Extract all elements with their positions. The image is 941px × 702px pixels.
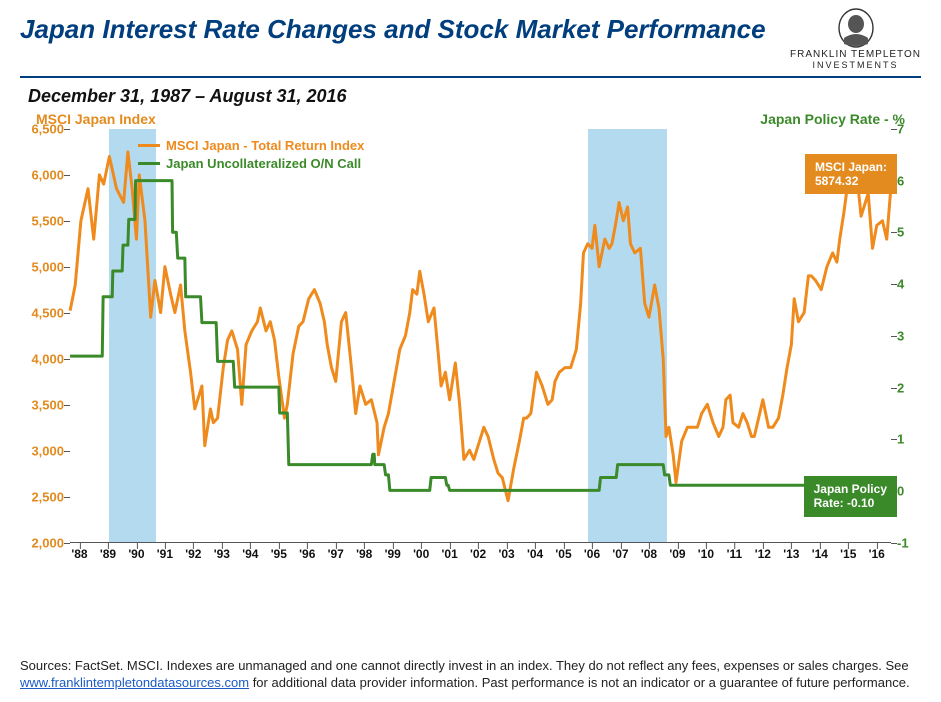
axis-titles: MSCI Japan Index Japan Policy Rate - % xyxy=(0,107,941,127)
left-tick-label: 3,000 xyxy=(20,443,64,458)
x-tick-label: '92 xyxy=(185,547,201,561)
x-tick-label: '88 xyxy=(71,547,87,561)
x-tick-label: '94 xyxy=(242,547,258,561)
header: Japan Interest Rate Changes and Stock Ma… xyxy=(0,0,941,74)
left-tick-label: 6,000 xyxy=(20,167,64,182)
legend-label: MSCI Japan - Total Return Index xyxy=(166,138,364,153)
x-tick-label: '03 xyxy=(498,547,514,561)
page-title: Japan Interest Rate Changes and Stock Ma… xyxy=(20,14,766,45)
footer-text-before: Sources: FactSet. MSCI. Indexes are unma… xyxy=(20,658,909,673)
right-tick-label: 5 xyxy=(897,225,921,240)
x-tick-label: '16 xyxy=(869,547,885,561)
x-tick-label: '90 xyxy=(128,547,144,561)
x-tick-label: '96 xyxy=(299,547,315,561)
x-tick-label: '97 xyxy=(328,547,344,561)
left-tick-label: 4,500 xyxy=(20,305,64,320)
x-tick-label: '15 xyxy=(840,547,856,561)
left-tick-label: 6,500 xyxy=(20,121,64,136)
x-tick-label: '13 xyxy=(783,547,799,561)
right-tick-label: 3 xyxy=(897,328,921,343)
value-callout: MSCI Japan:5874.32 xyxy=(805,154,897,195)
x-tick-label: '08 xyxy=(641,547,657,561)
legend-swatch xyxy=(138,162,160,165)
footer-link[interactable]: www.franklintempletondatasources.com xyxy=(20,675,249,690)
left-tick-label: 2,500 xyxy=(20,489,64,504)
right-tick-label: -1 xyxy=(897,535,921,550)
x-tick-label: '12 xyxy=(755,547,771,561)
legend-label: Japan Uncollateralized O/N Call xyxy=(166,156,361,171)
x-tick-label: '10 xyxy=(698,547,714,561)
left-tick-label: 3,500 xyxy=(20,397,64,412)
x-tick-label: '93 xyxy=(214,547,230,561)
series-line xyxy=(70,181,891,496)
x-tick-label: '01 xyxy=(442,547,458,561)
right-tick-label: 1 xyxy=(897,432,921,447)
x-tick-label: '07 xyxy=(612,547,628,561)
x-tick-label: '95 xyxy=(271,547,287,561)
footer-text-after: for additional data provider information… xyxy=(253,675,910,690)
x-tick-label: '05 xyxy=(555,547,571,561)
plot-area: MSCI Japan - Total Return Index Japan Unc… xyxy=(70,129,891,543)
legend: MSCI Japan - Total Return Index Japan Unc… xyxy=(138,137,364,173)
x-tick-label: '99 xyxy=(385,547,401,561)
x-tick-label: '06 xyxy=(584,547,600,561)
date-range-subtitle: December 31, 1987 – August 31, 2016 xyxy=(0,84,941,107)
x-tick-label: '02 xyxy=(470,547,486,561)
right-tick-label: 6 xyxy=(897,173,921,188)
legend-item: Japan Uncollateralized O/N Call xyxy=(138,155,364,173)
left-tick-label: 4,000 xyxy=(20,351,64,366)
left-tick-label: 5,000 xyxy=(20,259,64,274)
x-tick-label: '98 xyxy=(356,547,372,561)
x-tick-label: '89 xyxy=(100,547,116,561)
right-tick-label: 7 xyxy=(897,121,921,136)
franklin-portrait-icon xyxy=(830,8,882,48)
x-tick-label: '00 xyxy=(413,547,429,561)
logo-line-1: FRANKLIN TEMPLETON xyxy=(790,50,921,61)
right-y-axis: -101234567 xyxy=(897,129,921,543)
series-line xyxy=(70,152,891,501)
right-tick-label: 2 xyxy=(897,380,921,395)
legend-item: MSCI Japan - Total Return Index xyxy=(138,137,364,155)
left-y-axis: 2,0002,5003,0003,5004,0004,5005,0005,500… xyxy=(20,129,64,543)
brand-logo: FRANKLIN TEMPLETON INVESTMENTS xyxy=(790,8,921,70)
x-tick-label: '91 xyxy=(157,547,173,561)
right-tick-label: 4 xyxy=(897,277,921,292)
chart: 2,000 2,500 3,000 3,500 4,000 4,500 5,000 5,500… xyxy=(20,129,921,577)
header-rule xyxy=(20,76,921,78)
x-tick-label: '14 xyxy=(812,547,828,561)
chart-lines xyxy=(70,129,891,542)
right-axis-title: Japan Policy Rate - % xyxy=(760,111,905,127)
right-tick-label: 0 xyxy=(897,484,921,499)
x-tick-label: '09 xyxy=(669,547,685,561)
x-tick-label: '04 xyxy=(527,547,543,561)
legend-swatch xyxy=(138,144,160,147)
x-axis: '88 '89 '90 '91 '92 '93 '94 '95 '96 '97 '98 '99 '00 '… xyxy=(70,547,891,571)
value-callout: Japan PolicyRate: -0.10 xyxy=(804,476,897,517)
left-tick-label: 2,000 xyxy=(20,535,64,550)
logo-line-2: INVESTMENTS xyxy=(790,61,921,70)
x-tick-label: '11 xyxy=(727,547,743,561)
footer-disclosure: Sources: FactSet. MSCI. Indexes are unma… xyxy=(20,657,921,692)
left-tick-label: 5,500 xyxy=(20,213,64,228)
